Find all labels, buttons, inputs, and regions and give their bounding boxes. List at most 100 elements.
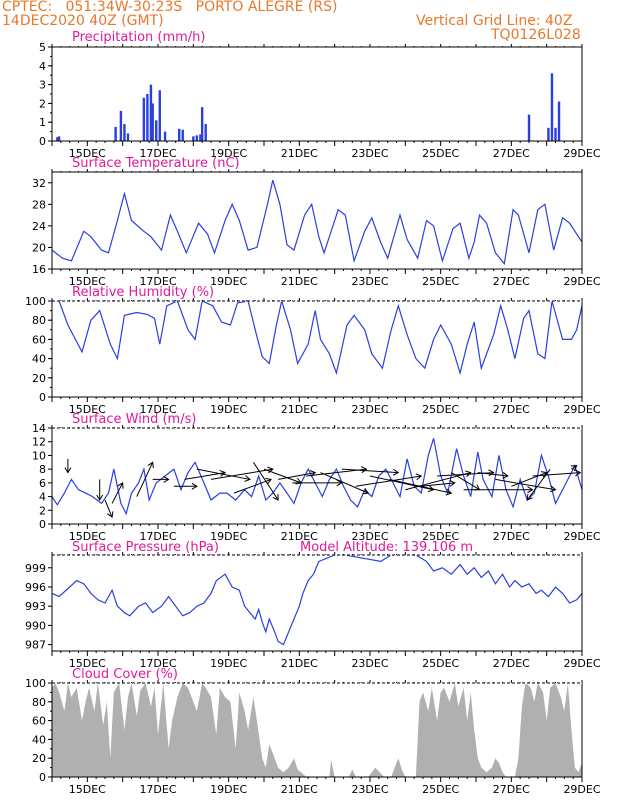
wind-arrow bbox=[511, 471, 548, 487]
wind-arrow-head bbox=[147, 461, 154, 469]
y-tick-label: 40 bbox=[32, 353, 46, 366]
wind-arrow bbox=[104, 499, 114, 519]
wind-arrow bbox=[532, 469, 582, 477]
y-tick-label: 20 bbox=[32, 372, 46, 385]
y-tick-label: 987 bbox=[25, 639, 46, 652]
y-tick-label: 12 bbox=[32, 436, 46, 449]
panel-temp: Surface Temperature (nC) 16 20 24 28 32 15DEC 1… bbox=[32, 156, 601, 288]
precip-bar bbox=[146, 94, 149, 141]
panel-title: Cloud Cover (%) bbox=[72, 667, 178, 682]
x-tick-label: 15DEC bbox=[69, 403, 106, 416]
wind-arrow bbox=[320, 472, 370, 495]
panel-frame bbox=[51, 300, 583, 398]
y-tick-label: 40 bbox=[32, 733, 46, 746]
plot-area bbox=[56, 73, 561, 141]
x-tick-label: 17DEC bbox=[139, 783, 176, 796]
x-tick-label: 19DEC bbox=[210, 147, 247, 160]
x-tick-label: 15DEC bbox=[69, 275, 106, 288]
x-tick-label: 17DEC bbox=[139, 657, 176, 670]
wind-arrow-head bbox=[549, 485, 557, 493]
panel-frame bbox=[51, 427, 583, 525]
y-tick-label: 0 bbox=[39, 391, 46, 404]
pres-series-line bbox=[52, 555, 582, 646]
wind-arrow-head bbox=[488, 469, 495, 477]
x-tick-label: 21DEC bbox=[281, 403, 318, 416]
y-tick-label: 990 bbox=[25, 619, 46, 632]
cloud-cover-area bbox=[52, 683, 582, 777]
y-tick-label: 10 bbox=[32, 449, 46, 462]
x-tick-label: 17DEC bbox=[139, 147, 176, 160]
y-tick-label: 80 bbox=[32, 314, 46, 327]
precip-bar bbox=[554, 127, 557, 141]
wind-arrow-shaft bbox=[477, 472, 508, 477]
wind-arrow bbox=[292, 479, 343, 487]
wind-arrow-shaft bbox=[233, 478, 272, 494]
panel-precip: Precipitation (mm/h) 0 1 2 3 4 5 15DEC 17DEC 19DE… bbox=[39, 30, 601, 160]
x-tick-label: 23DEC bbox=[351, 530, 388, 543]
wind-arrow-head bbox=[107, 511, 114, 519]
panel-title: Surface Wind (m/s) bbox=[72, 412, 196, 427]
x-tick-label: 19DEC bbox=[210, 657, 247, 670]
wind-arrow bbox=[252, 462, 279, 501]
wind-arrow bbox=[111, 481, 124, 504]
wind-arrow-shaft bbox=[495, 478, 556, 491]
x-tick-label: 21DEC bbox=[281, 275, 318, 288]
wind-arrow bbox=[196, 468, 251, 482]
wind-arrow-head bbox=[360, 466, 368, 474]
y-tick-label: 4 bbox=[39, 60, 46, 73]
panel-title: Surface Pressure (hPa) bbox=[72, 540, 219, 555]
wind-arrow bbox=[526, 468, 551, 501]
y-tick-label: 1 bbox=[39, 116, 46, 129]
wind-arrow-head bbox=[244, 475, 251, 482]
x-tick-label: 17DEC bbox=[139, 530, 176, 543]
wind-arrow bbox=[570, 465, 578, 472]
wind-arrow-shaft bbox=[421, 482, 455, 487]
x-tick-label: 27DEC bbox=[493, 530, 530, 543]
wind-arrow bbox=[477, 472, 509, 479]
wind-arrow-head bbox=[163, 475, 170, 483]
precip-bar bbox=[527, 114, 531, 141]
precip-bar bbox=[142, 97, 146, 141]
y-tick-label: 60 bbox=[32, 715, 46, 728]
panel-title: Relative Humidity (%) bbox=[72, 285, 214, 300]
precip-bar bbox=[158, 90, 161, 141]
header-model: TQ0126L028 bbox=[491, 27, 581, 43]
y-tick-label: 20 bbox=[32, 752, 46, 765]
wind-arrow bbox=[233, 477, 272, 494]
wind-arrow-shaft bbox=[111, 482, 124, 504]
wind-arrow-shaft bbox=[369, 475, 434, 491]
y-tick-label: 6 bbox=[39, 477, 46, 490]
precip-bar bbox=[557, 101, 561, 141]
x-tick-label: 19DEC bbox=[210, 275, 247, 288]
wind-arrow-head bbox=[574, 469, 582, 477]
wind-arrow-head bbox=[445, 488, 453, 496]
x-tick-label: 23DEC bbox=[351, 657, 388, 670]
x-tick-label: 21DEC bbox=[281, 657, 318, 670]
panel-rh: Relative Humidity (%) 0 20 40 60 80 100 15DEC 17… bbox=[25, 285, 601, 416]
wind-arrow bbox=[355, 473, 423, 487]
wind-arrow-shaft bbox=[320, 472, 369, 494]
header-grid-line: Vertical Grid Line: 40Z bbox=[416, 13, 573, 29]
y-tick-label: 24 bbox=[32, 220, 46, 233]
panel-cloud: Cloud Cover (%) 0 20 40 60 80 100 15DEC 17DEC 19D… bbox=[25, 667, 601, 796]
y-tick-label: 2 bbox=[39, 97, 46, 110]
temp-series-line bbox=[52, 179, 582, 266]
precip-bar bbox=[126, 133, 130, 141]
wind-arrow bbox=[152, 475, 170, 483]
wind-arrow-head bbox=[219, 469, 227, 477]
precip-bar bbox=[550, 73, 554, 141]
precip-bar bbox=[151, 103, 154, 141]
precip-bar bbox=[123, 124, 126, 141]
wind-arrow-shaft bbox=[263, 468, 302, 484]
wind-series-line bbox=[52, 438, 582, 516]
y-tick-label: 3 bbox=[39, 79, 46, 92]
plot-area bbox=[52, 301, 582, 376]
plot-area bbox=[52, 438, 582, 519]
y-tick-label: 2 bbox=[39, 504, 46, 517]
y-tick-label: 80 bbox=[32, 696, 46, 709]
wind-arrow-head bbox=[502, 472, 509, 479]
plot-area bbox=[52, 179, 582, 266]
wind-arrow bbox=[421, 479, 456, 487]
